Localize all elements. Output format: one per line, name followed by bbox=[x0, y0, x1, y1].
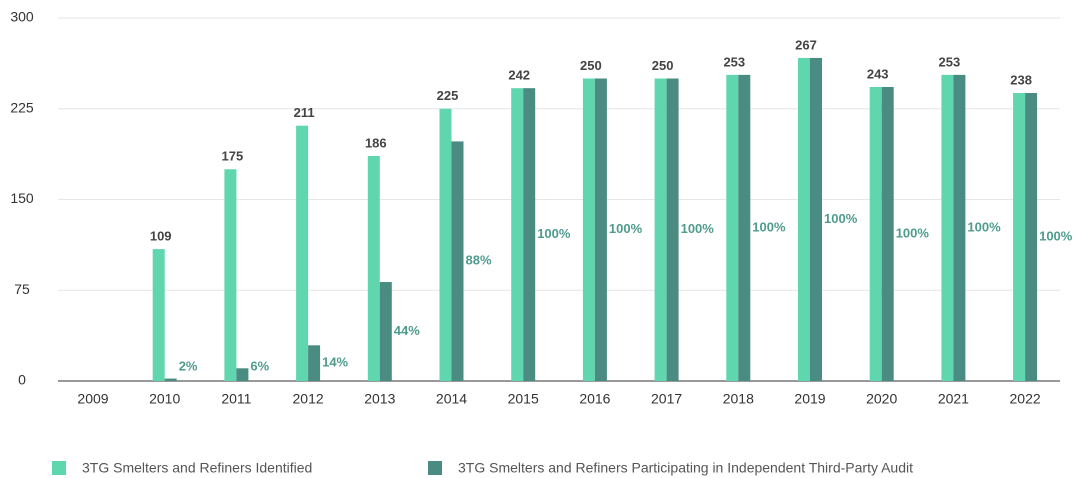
value-label: 243 bbox=[867, 66, 889, 81]
x-tick-label: 2009 bbox=[77, 391, 108, 407]
bar bbox=[451, 141, 464, 381]
percent-label: 100% bbox=[967, 219, 1001, 234]
value-label: 109 bbox=[150, 229, 172, 244]
x-tick-label: 2020 bbox=[866, 391, 897, 407]
value-label: 225 bbox=[437, 88, 459, 103]
x-tick-label: 2019 bbox=[794, 391, 825, 407]
percent-label: 88% bbox=[466, 253, 492, 268]
legend-swatch bbox=[52, 461, 66, 475]
percent-label: 100% bbox=[609, 221, 643, 236]
percent-label: 6% bbox=[250, 358, 269, 373]
y-tick-label: 300 bbox=[10, 9, 34, 25]
bar bbox=[869, 86, 882, 381]
value-label: 250 bbox=[652, 58, 674, 73]
percent-label: 14% bbox=[322, 355, 348, 370]
x-tick-label: 2012 bbox=[293, 391, 324, 407]
bar bbox=[666, 78, 679, 381]
percent-label: 2% bbox=[179, 358, 198, 373]
bar bbox=[1025, 93, 1038, 382]
y-tick-label: 0 bbox=[18, 372, 26, 388]
value-label: 242 bbox=[508, 68, 530, 83]
percent-label: 100% bbox=[896, 225, 930, 240]
bar bbox=[523, 88, 536, 382]
bar bbox=[953, 74, 966, 382]
bar bbox=[308, 345, 321, 381]
legend-label: 3TG Smelters and Refiners Identified bbox=[82, 460, 312, 476]
bar bbox=[439, 108, 452, 381]
x-tick-label: 2013 bbox=[364, 391, 395, 407]
bar bbox=[654, 78, 667, 381]
bar bbox=[582, 78, 595, 381]
x-tick-label: 2015 bbox=[508, 391, 539, 407]
percent-label: 100% bbox=[752, 219, 786, 234]
bar bbox=[511, 88, 524, 382]
percent-label: 100% bbox=[824, 211, 858, 226]
legend-label: 3TG Smelters and Refiners Participating … bbox=[458, 460, 913, 476]
bar bbox=[164, 378, 177, 381]
x-tick-label: 2018 bbox=[723, 391, 754, 407]
value-label: 211 bbox=[294, 105, 315, 120]
bar bbox=[296, 125, 309, 381]
value-label: 250 bbox=[580, 58, 602, 73]
bar bbox=[224, 169, 237, 381]
x-tick-label: 2010 bbox=[149, 391, 180, 407]
value-label: 253 bbox=[723, 54, 745, 69]
percent-label: 100% bbox=[681, 221, 715, 236]
x-tick-label: 2021 bbox=[938, 391, 969, 407]
bar bbox=[810, 57, 822, 382]
value-label: 253 bbox=[939, 54, 961, 69]
x-tick-label: 2016 bbox=[579, 391, 610, 407]
bar bbox=[738, 74, 751, 382]
x-tick-label: 2022 bbox=[1010, 391, 1041, 407]
bar bbox=[367, 155, 380, 381]
x-tick-label: 2017 bbox=[651, 391, 682, 407]
value-label: 267 bbox=[795, 37, 817, 52]
bar bbox=[594, 78, 607, 381]
x-tick-label: 2014 bbox=[436, 391, 467, 407]
y-tick-label: 225 bbox=[10, 99, 34, 115]
percent-label: 44% bbox=[394, 323, 420, 338]
bar bbox=[941, 74, 954, 382]
value-label: 175 bbox=[222, 149, 244, 164]
y-tick-label: 150 bbox=[10, 190, 34, 206]
value-label: 186 bbox=[365, 135, 387, 150]
legend-swatch bbox=[428, 461, 442, 475]
x-tick-label: 2011 bbox=[221, 391, 251, 407]
percent-label: 100% bbox=[1039, 228, 1073, 243]
bar bbox=[236, 368, 249, 381]
bar bbox=[1013, 93, 1026, 382]
bar bbox=[152, 249, 165, 381]
y-tick-label: 75 bbox=[14, 281, 30, 297]
bar bbox=[881, 86, 894, 381]
bar bbox=[379, 282, 392, 381]
bar bbox=[726, 74, 739, 382]
percent-label: 100% bbox=[537, 226, 571, 241]
value-label: 238 bbox=[1010, 72, 1032, 87]
bar bbox=[798, 57, 810, 382]
